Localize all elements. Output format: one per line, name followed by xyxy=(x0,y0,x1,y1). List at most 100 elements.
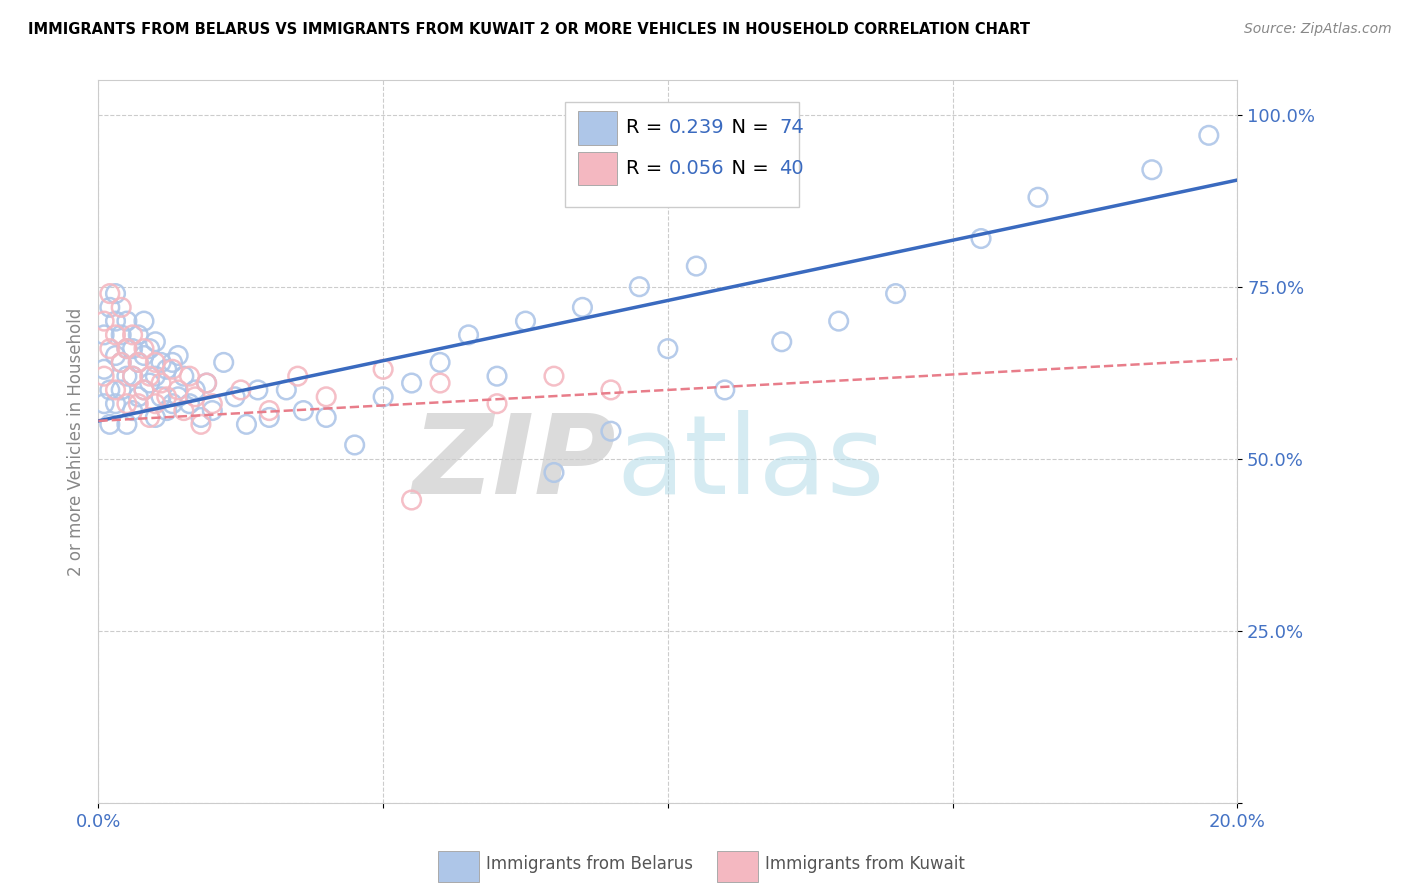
Point xyxy=(276,383,298,397)
Point xyxy=(156,390,179,404)
Text: 74: 74 xyxy=(779,119,804,137)
Point xyxy=(121,342,143,356)
Point xyxy=(98,417,121,432)
Point xyxy=(179,397,201,411)
Point xyxy=(195,376,218,390)
Point xyxy=(229,383,252,397)
Point xyxy=(127,390,149,404)
Point xyxy=(121,369,143,384)
Point xyxy=(121,403,143,417)
Point xyxy=(315,390,337,404)
Point xyxy=(315,410,337,425)
Point xyxy=(628,279,651,293)
Point xyxy=(104,397,127,411)
Point xyxy=(828,314,851,328)
Point xyxy=(132,383,155,397)
Point xyxy=(138,342,160,356)
Point xyxy=(162,362,184,376)
Point xyxy=(259,410,281,425)
Point xyxy=(110,383,132,397)
Point xyxy=(486,369,509,384)
Point xyxy=(884,286,907,301)
Text: Immigrants from Kuwait: Immigrants from Kuwait xyxy=(765,855,965,873)
Point xyxy=(115,342,138,356)
Point xyxy=(770,334,793,349)
Point xyxy=(195,376,218,390)
Point xyxy=(93,397,115,411)
Text: R =: R = xyxy=(626,159,668,178)
Point xyxy=(93,314,115,328)
Point xyxy=(127,397,149,411)
Text: 0.056: 0.056 xyxy=(669,159,724,178)
Text: N =: N = xyxy=(718,159,775,178)
Point xyxy=(115,369,138,384)
Point xyxy=(401,376,423,390)
Point xyxy=(515,314,537,328)
Point xyxy=(287,369,309,384)
Point xyxy=(292,403,315,417)
Point xyxy=(212,355,235,369)
Point xyxy=(201,397,224,411)
Point xyxy=(104,286,127,301)
Point xyxy=(104,349,127,363)
Point xyxy=(115,397,138,411)
Point xyxy=(115,314,138,328)
Point xyxy=(600,424,623,438)
Point xyxy=(190,410,212,425)
Point xyxy=(167,390,190,404)
Point xyxy=(184,390,207,404)
Text: atlas: atlas xyxy=(617,409,886,516)
Point xyxy=(259,403,281,417)
Point xyxy=(98,383,121,397)
Point xyxy=(224,390,246,404)
Point xyxy=(600,383,623,397)
Point xyxy=(115,417,138,432)
Point xyxy=(714,383,737,397)
Point xyxy=(145,397,167,411)
Point xyxy=(167,383,190,397)
Text: IMMIGRANTS FROM BELARUS VS IMMIGRANTS FROM KUWAIT 2 OR MORE VEHICLES IN HOUSEHOL: IMMIGRANTS FROM BELARUS VS IMMIGRANTS FR… xyxy=(28,22,1031,37)
Point xyxy=(543,466,565,480)
Point xyxy=(127,355,149,369)
FancyBboxPatch shape xyxy=(437,851,479,881)
Point xyxy=(162,355,184,369)
Point xyxy=(156,362,179,376)
Point xyxy=(145,410,167,425)
Point xyxy=(150,376,173,390)
Point xyxy=(104,327,127,342)
FancyBboxPatch shape xyxy=(578,112,617,145)
FancyBboxPatch shape xyxy=(717,851,758,881)
Point xyxy=(201,403,224,417)
Point xyxy=(373,390,395,404)
Text: N =: N = xyxy=(718,119,775,137)
Point xyxy=(246,383,269,397)
Point xyxy=(1198,128,1220,143)
Point xyxy=(145,369,167,384)
Point xyxy=(343,438,366,452)
Point xyxy=(429,376,451,390)
Point xyxy=(150,355,173,369)
Point xyxy=(173,369,195,384)
Point xyxy=(373,362,395,376)
Y-axis label: 2 or more Vehicles in Household: 2 or more Vehicles in Household xyxy=(66,308,84,575)
Text: R =: R = xyxy=(626,119,668,137)
Point xyxy=(429,355,451,369)
Point xyxy=(132,383,155,397)
Point xyxy=(110,301,132,315)
Point xyxy=(486,397,509,411)
Point xyxy=(93,327,115,342)
Point xyxy=(173,403,195,417)
Point xyxy=(98,342,121,356)
Point xyxy=(184,383,207,397)
Text: ZIP: ZIP xyxy=(413,409,617,516)
Point xyxy=(162,397,184,411)
Point xyxy=(145,334,167,349)
Point xyxy=(121,327,143,342)
Point xyxy=(138,410,160,425)
Point xyxy=(138,376,160,390)
Point xyxy=(179,369,201,384)
FancyBboxPatch shape xyxy=(578,152,617,185)
Point xyxy=(167,349,190,363)
Point xyxy=(138,369,160,384)
Point xyxy=(150,390,173,404)
